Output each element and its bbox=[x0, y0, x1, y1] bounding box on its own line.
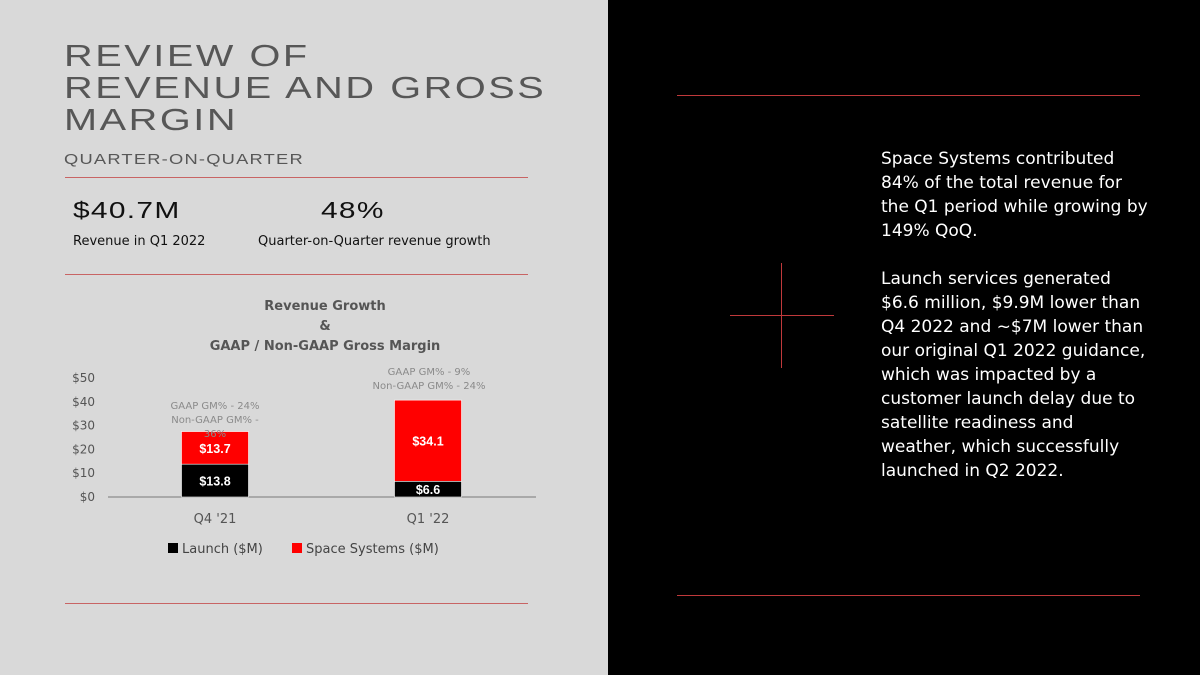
commentary-paragraph: Launch services generated $6.6 million, … bbox=[881, 269, 1146, 481]
y-tick-label: $10 bbox=[72, 466, 95, 480]
x-tick-label: Q1 '22 bbox=[407, 512, 450, 527]
kpi-growth-value: 48% bbox=[321, 197, 385, 223]
chart-title-line: & bbox=[319, 319, 331, 334]
legend-label: Launch ($M) bbox=[182, 542, 263, 557]
divider bbox=[65, 274, 528, 275]
legend-swatch bbox=[292, 543, 302, 553]
legend-swatch bbox=[168, 543, 178, 553]
kpi-revenue-value: $40.7M bbox=[73, 197, 181, 223]
data-label: $13.8 bbox=[199, 475, 230, 489]
crosshair-horizontal bbox=[730, 315, 834, 316]
slide-subtitle: QUARTER-ON-QUARTER bbox=[64, 151, 304, 168]
y-tick-label: $20 bbox=[72, 442, 95, 456]
chart-title-line: Revenue Growth bbox=[264, 299, 386, 314]
data-label: $34.1 bbox=[412, 435, 443, 449]
chart-title-line: GAAP / Non-GAAP Gross Margin bbox=[209, 339, 441, 354]
bar-launch bbox=[181, 463, 249, 498]
gross-margin-annotation: Non-GAAP GM% - bbox=[171, 415, 259, 426]
commentary-paragraph: Space Systems contributed 84% of the tot… bbox=[881, 149, 1148, 241]
divider bbox=[677, 595, 1140, 596]
kpi-revenue-label: Revenue in Q1 2022 bbox=[73, 234, 206, 249]
divider bbox=[65, 603, 528, 604]
left-panel: REVIEW OF REVENUE AND GROSS MARGIN QUART… bbox=[0, 0, 608, 675]
x-tick-label: Q4 '21 bbox=[194, 512, 237, 527]
bar-space-systems bbox=[394, 399, 462, 482]
y-tick-label: $30 bbox=[72, 419, 95, 433]
revenue-chart: $0 $10 $20 $30 $40 $50 $13.8 $13.7 Q4 '21 GAAP GM… bbox=[72, 367, 536, 557]
bar-space-systems bbox=[181, 431, 249, 465]
kpi-growth-label: Quarter-on-Quarter revenue growth bbox=[258, 234, 491, 249]
y-tick-label: $0 bbox=[80, 490, 95, 504]
slide-title: REVIEW OF REVENUE AND GROSS MARGIN bbox=[64, 38, 547, 137]
gross-margin-annotation: GAAP GM% - 24% bbox=[171, 401, 260, 412]
data-label: $13.7 bbox=[199, 442, 230, 456]
commentary: Space Systems contributed 84% of the tot… bbox=[881, 147, 1151, 507]
right-panel bbox=[608, 0, 1200, 675]
divider bbox=[677, 95, 1140, 96]
y-tick-label: $40 bbox=[72, 395, 95, 409]
gross-margin-annotation: 36% bbox=[204, 429, 226, 440]
gross-margin-annotation: GAAP GM% - 9% bbox=[388, 367, 471, 378]
y-tick-label: $50 bbox=[72, 371, 95, 385]
chart-title: Revenue Growth & GAAP / Non-GAAP Gross M… bbox=[160, 297, 490, 357]
data-label: $6.6 bbox=[416, 483, 440, 497]
divider bbox=[65, 177, 528, 178]
legend-label: Space Systems ($M) bbox=[306, 542, 439, 557]
gross-margin-annotation: Non-GAAP GM% - 24% bbox=[373, 381, 486, 392]
